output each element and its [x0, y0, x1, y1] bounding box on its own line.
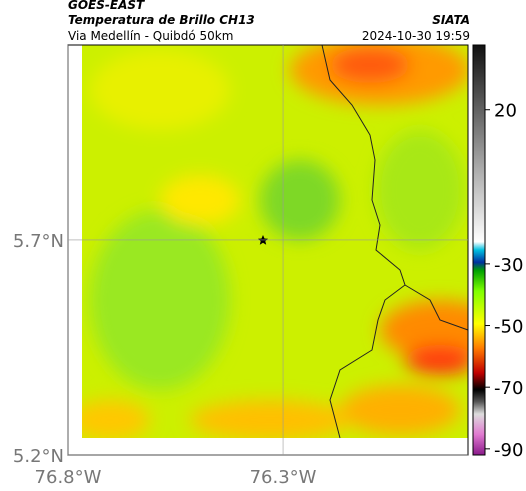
- colorbar-tick-label: -90: [494, 440, 523, 461]
- colorbar-tick-label: 20: [494, 101, 517, 122]
- location: Via Medellín - Quibdó 50km: [68, 29, 233, 43]
- y-tick-label: 5.7°N: [13, 231, 64, 252]
- x-tick-label: 76.8°W: [35, 467, 102, 488]
- satellite-field: [82, 45, 468, 438]
- title: GOES-EAST: [68, 0, 145, 12]
- colorbar: [472, 44, 486, 456]
- colorbar-tick-label: -70: [494, 378, 523, 399]
- datetime: 2024-10-30 19:59: [362, 29, 470, 43]
- source: SIATA: [432, 13, 470, 27]
- colorbar-tick-label: -30: [494, 255, 523, 276]
- border-line: [321, 44, 469, 439]
- x-tick-label: 76.3°W: [250, 467, 317, 488]
- y-tick-label: 5.2°N: [13, 446, 64, 467]
- subtitle: Temperatura de Brillo CH13: [68, 13, 255, 27]
- colorbar-tick-label: -50: [494, 317, 523, 338]
